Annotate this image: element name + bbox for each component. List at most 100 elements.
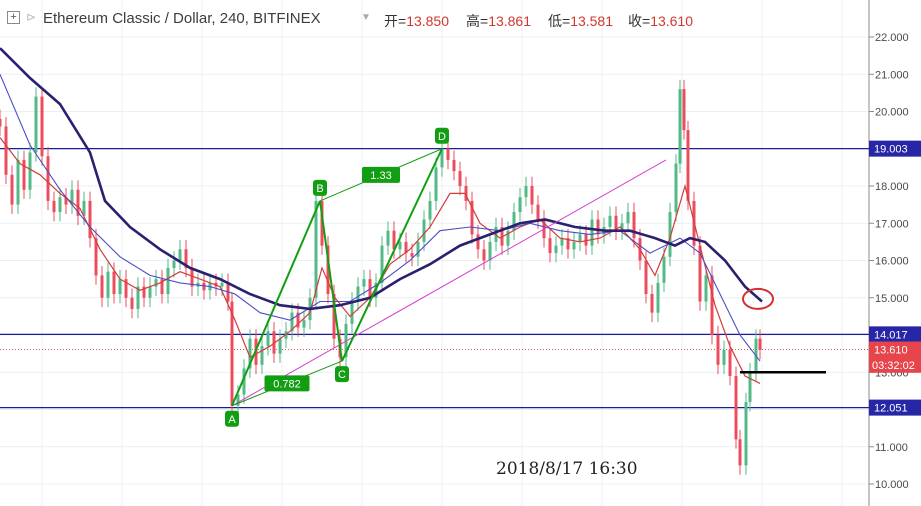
candle-body: [650, 294, 654, 313]
candle-body: [608, 215, 612, 227]
candle-body: [422, 219, 426, 242]
candle-body: [710, 275, 714, 335]
candle-body: [488, 241, 492, 261]
price-label-box: [869, 341, 921, 358]
pattern-point-marker: [313, 179, 327, 196]
candle-body: [326, 245, 330, 295]
candle-body: [10, 174, 14, 205]
candle-body: [476, 234, 480, 250]
candle-body: [578, 234, 582, 242]
pattern-ratio-label: 0.782: [273, 378, 301, 390]
candle-body: [112, 271, 116, 295]
symbol-title[interactable]: Ethereum Classic / Dollar, 240, BITFINEX: [43, 10, 321, 27]
trendline: [231, 159, 667, 407]
candle-body: [22, 159, 26, 190]
candle-body: [34, 96, 38, 153]
candle-body: [404, 241, 408, 254]
candle-body: [530, 186, 534, 205]
candle-body: [678, 89, 682, 164]
axis-tick-label: 18.000: [875, 181, 909, 193]
candle-body: [242, 368, 246, 395]
candle-body: [302, 320, 306, 328]
candle-body: [260, 346, 264, 365]
candle-body: [518, 197, 522, 213]
chevron-down-icon[interactable]: ▼: [361, 12, 371, 23]
candle-body: [52, 200, 56, 213]
candle-body: [362, 279, 366, 287]
candle-body: [290, 312, 294, 332]
candle-body: [536, 204, 540, 220]
candle-body: [350, 301, 354, 324]
candle-body: [40, 96, 44, 157]
axis-tick-label: 22.000: [875, 32, 909, 44]
candle-body: [434, 167, 438, 201]
candle-body: [266, 331, 270, 347]
candle-body: [296, 312, 300, 328]
price-label-box: [869, 140, 921, 157]
axis-tick-label: 21.000: [875, 69, 909, 81]
candle-body: [344, 323, 348, 358]
pattern-point-marker: [335, 366, 349, 383]
candle-body: [596, 219, 600, 235]
candle-body: [332, 294, 336, 339]
candle-body: [446, 148, 450, 160]
candle-body: [272, 331, 276, 354]
candle-body: [380, 245, 384, 283]
candle-body: [220, 282, 224, 287]
candle-body: [314, 200, 318, 298]
candle-body: [410, 253, 414, 257]
candle-body: [28, 152, 32, 190]
candle-body: [470, 200, 474, 235]
axis-tick-label: 11.000: [875, 442, 908, 454]
axis-tick-label: 20.000: [875, 107, 909, 119]
low-value: 13.581: [570, 13, 614, 29]
candle-body: [46, 156, 50, 201]
candle-body: [656, 282, 660, 313]
candle-body: [548, 238, 552, 254]
candle-body: [368, 279, 372, 298]
candle-body: [644, 260, 648, 295]
ma-fast-line: [0, 137, 761, 384]
candle-body: [190, 267, 194, 287]
ohlc-close: 收=13.610: [628, 11, 693, 31]
chart-header: + ⊳ Ethereum Classic / Dollar, 240, BITF…: [0, 0, 870, 40]
candle-body: [278, 338, 282, 354]
ohlc-high: 高=13.861: [466, 11, 531, 31]
price-label-box: [869, 399, 921, 416]
collapse-arrow-icon[interactable]: ⊳: [26, 10, 37, 24]
candle-body: [662, 256, 666, 283]
candle-body: [464, 186, 468, 201]
pattern-leg: [341, 148, 443, 362]
high-value: 13.861: [488, 13, 532, 29]
pattern-leg: [319, 200, 343, 362]
price-label-text: 13.610: [874, 345, 908, 357]
candle-body: [590, 219, 594, 246]
candle-body: [230, 301, 234, 406]
candle-body: [614, 215, 618, 231]
candle-body: [738, 439, 742, 466]
candle-body: [166, 267, 170, 295]
candle-body: [58, 197, 62, 213]
candle-body: [620, 223, 624, 231]
candle-body: [584, 234, 588, 246]
pattern-point-label: C: [338, 369, 346, 381]
candle-body: [500, 226, 504, 246]
candle-body: [148, 286, 152, 298]
pattern-point-label: D: [438, 131, 446, 143]
candle-body: [130, 297, 134, 309]
open-value: 13.850: [406, 13, 450, 29]
plus-square-icon[interactable]: +: [7, 11, 20, 24]
candle-body: [674, 163, 678, 213]
candle-body: [506, 230, 510, 246]
candle-body: [356, 286, 360, 302]
candle-body: [698, 245, 702, 302]
candle-body: [142, 286, 146, 298]
candle-body: [398, 241, 402, 250]
pattern-point-label: A: [228, 414, 236, 426]
candle-body: [136, 286, 140, 309]
high-label: 高=: [466, 13, 489, 29]
candle-body: [248, 338, 252, 369]
candle-body: [704, 275, 708, 302]
ohlc-low: 低=13.581: [548, 11, 613, 31]
